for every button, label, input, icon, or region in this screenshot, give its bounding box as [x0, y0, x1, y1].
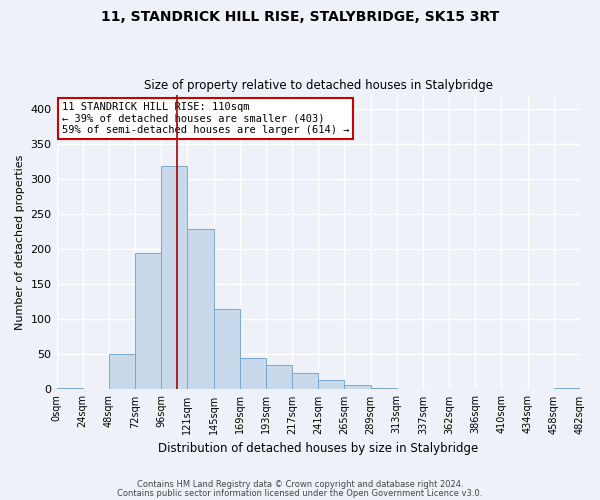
- Bar: [554, 388, 580, 390]
- Text: Contains HM Land Registry data © Crown copyright and database right 2024.: Contains HM Land Registry data © Crown c…: [137, 480, 463, 489]
- Title: Size of property relative to detached houses in Stalybridge: Size of property relative to detached ho…: [144, 79, 493, 92]
- Bar: [397, 388, 423, 390]
- Bar: [371, 388, 397, 390]
- Bar: [56, 388, 83, 390]
- Bar: [344, 385, 371, 390]
- X-axis label: Distribution of detached houses by size in Stalybridge: Distribution of detached houses by size …: [158, 442, 478, 455]
- Text: 11 STANDRICK HILL RISE: 110sqm
← 39% of detached houses are smaller (403)
59% of: 11 STANDRICK HILL RISE: 110sqm ← 39% of …: [62, 102, 349, 135]
- Y-axis label: Number of detached properties: Number of detached properties: [15, 154, 25, 330]
- Bar: [266, 365, 292, 390]
- Bar: [449, 388, 475, 390]
- Bar: [187, 230, 214, 390]
- Bar: [161, 166, 187, 390]
- Text: Contains public sector information licensed under the Open Government Licence v3: Contains public sector information licen…: [118, 488, 482, 498]
- Bar: [423, 388, 449, 390]
- Bar: [135, 252, 161, 390]
- Bar: [83, 388, 109, 390]
- Bar: [318, 380, 344, 390]
- Bar: [240, 358, 266, 390]
- Bar: [292, 372, 318, 390]
- Text: 11, STANDRICK HILL RISE, STALYBRIDGE, SK15 3RT: 11, STANDRICK HILL RISE, STALYBRIDGE, SK…: [101, 10, 499, 24]
- Bar: [214, 308, 240, 390]
- Bar: [109, 354, 135, 390]
